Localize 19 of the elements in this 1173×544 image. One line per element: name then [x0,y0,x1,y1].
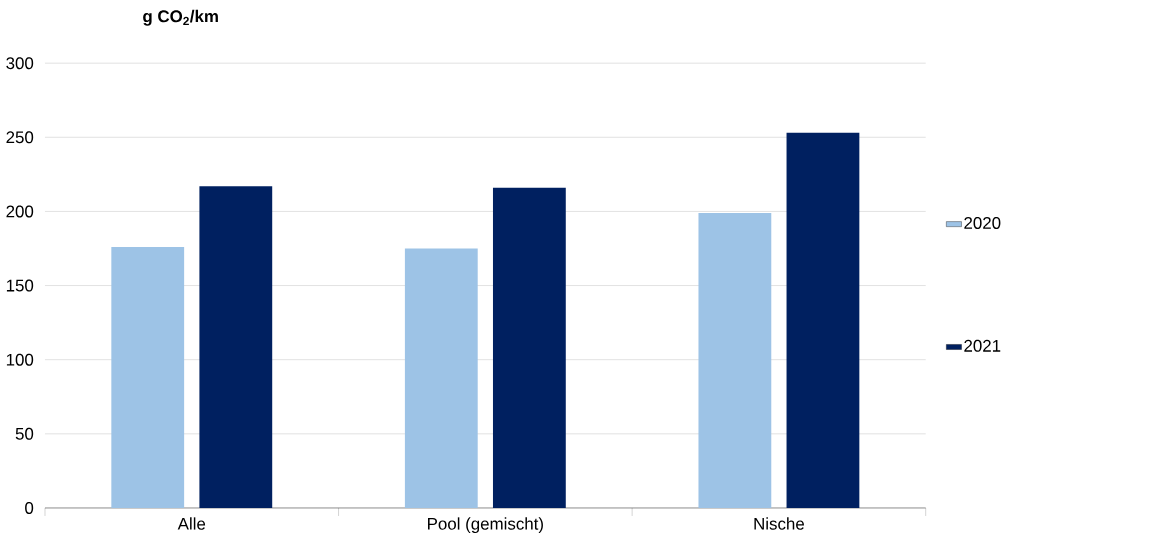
bar [111,247,185,509]
y-tick-label: 250 [6,131,34,144]
y-tick-label: 300 [6,57,34,70]
bar [404,248,478,509]
bar [698,213,772,509]
y-tick-label: 50 [15,428,34,441]
legend-label: 2020 [964,217,1001,230]
legend-label: 2021 [964,340,1001,353]
x-tick-label: Alle [177,517,206,530]
y-tick-label: 150 [6,279,34,292]
bar [786,133,860,509]
y-tick-label: 100 [6,353,34,366]
y-tick-label: 200 [6,205,34,218]
bar [199,186,273,509]
x-tick-label: Pool (gemischt) [428,517,543,534]
y-tick-label: 0 [25,502,34,515]
bar [492,187,566,509]
y-axis-title: g CO$_{2}$/km [143,10,218,26]
x-tick-label: Nische [754,517,804,530]
